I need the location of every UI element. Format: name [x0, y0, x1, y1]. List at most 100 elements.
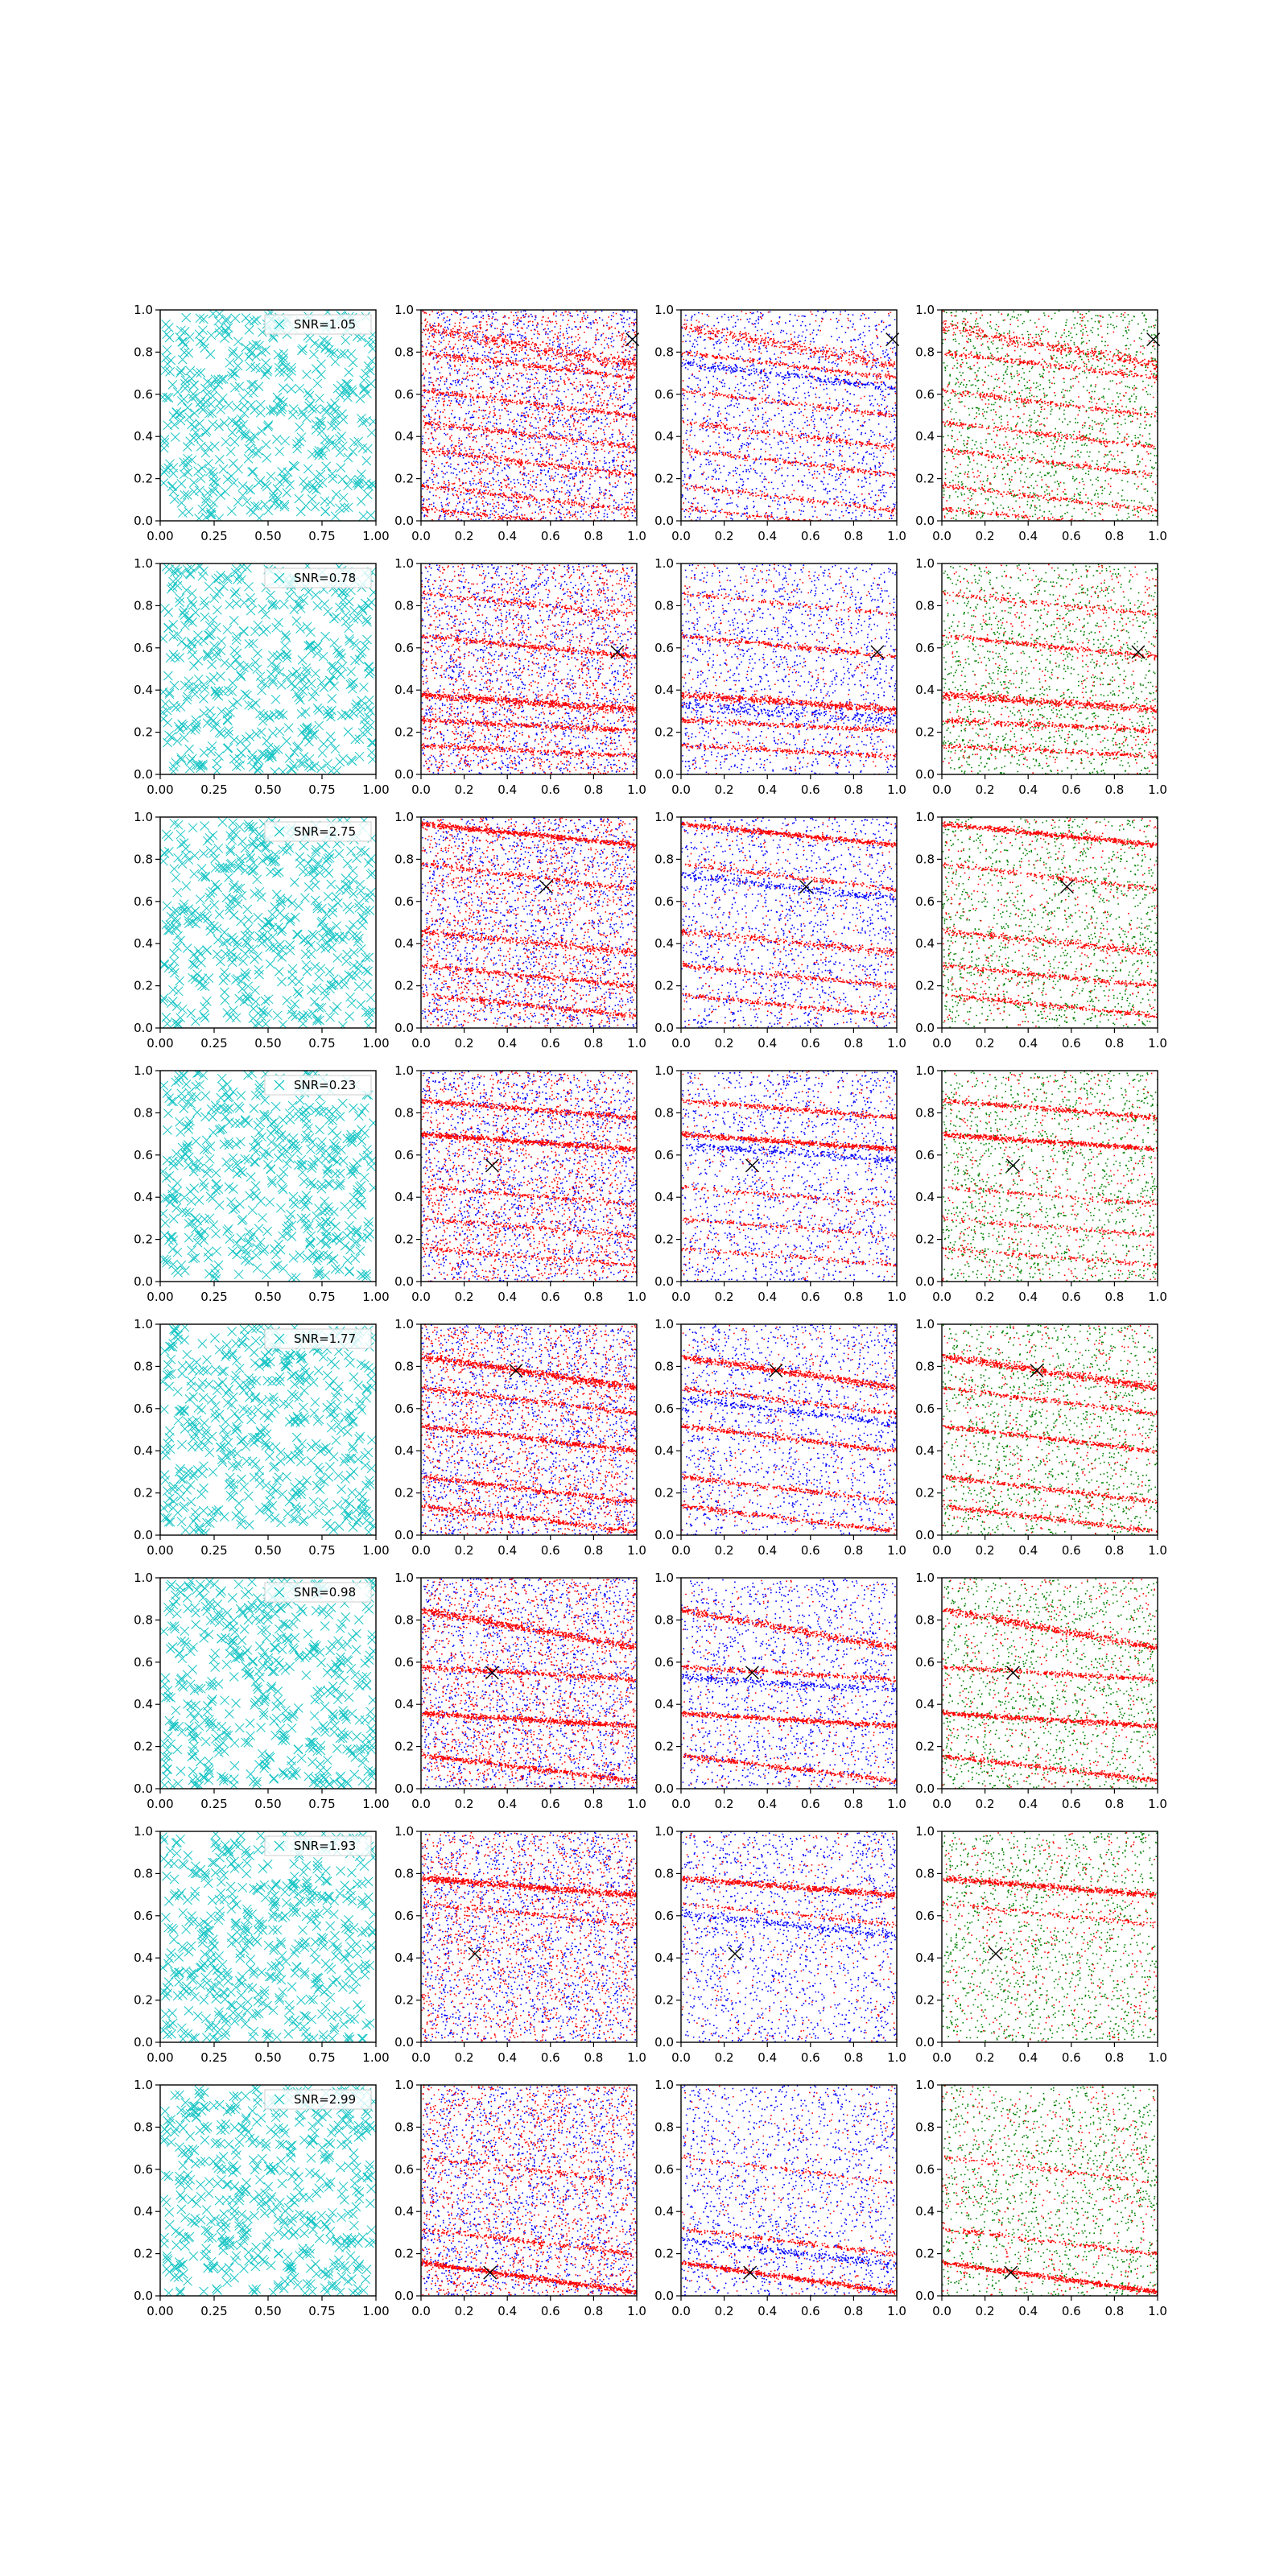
y-tick-label: 0.6 — [915, 1148, 935, 1162]
x-tick-label: 0.2 — [455, 1797, 474, 1811]
x-tick-label: 0.2 — [976, 1036, 995, 1051]
red-signal-points — [682, 2086, 898, 2297]
y-tick-label: 1.0 — [394, 1824, 414, 1839]
blue-noise-points — [681, 1324, 898, 1536]
y-tick-label: 0.2 — [915, 1740, 935, 1754]
x-tick-label: 0.4 — [1018, 529, 1038, 543]
cyan-x-markers — [159, 1068, 378, 1283]
x-tick-label: 0.0 — [411, 782, 431, 797]
streak-points — [421, 2085, 638, 2297]
panel-row1-col3: 0.0 0.2 0.4 0.6 0.8 1.00.00.20.40.60.81.0 — [654, 303, 906, 543]
y-tick-label: 0.2 — [654, 472, 674, 486]
x-tick-label: 0.75 — [308, 1543, 335, 1558]
x-tick-label: 0.8 — [1104, 782, 1124, 797]
y-tick-label: 0.0 — [654, 2035, 674, 2050]
x-tick-label: 0.4 — [1018, 1036, 1038, 1051]
y-tick-label: 0.8 — [654, 345, 674, 359]
axes-frame — [421, 2085, 637, 2296]
y-tick-label: 0.8 — [915, 1612, 935, 1627]
x-tick-label: 0.0 — [671, 1036, 691, 1051]
y-tick-label: 0.8 — [394, 345, 414, 359]
blue-noise-points — [681, 2085, 898, 2297]
x-tick-label: 1.0 — [1148, 1797, 1167, 1811]
x-tick-label: 1.0 — [627, 529, 646, 543]
y-tick-label: 0.6 — [654, 641, 674, 655]
green-noise-points — [943, 1324, 1159, 1537]
x-tick-label: 0.2 — [976, 2050, 995, 2065]
streak-points — [681, 817, 898, 1030]
x-tick-label: 0.8 — [1104, 1036, 1124, 1051]
x-tick-label: 0.2 — [455, 1543, 474, 1558]
x-tick-label: 0.25 — [200, 2050, 227, 2065]
x-tick-label: 0.6 — [541, 1797, 560, 1811]
x-tick-label: 0.8 — [584, 1543, 603, 1558]
y-tick-label: 1.0 — [654, 2078, 674, 2092]
panel-row5-col1: SNR=1.770.00 0.25 0.50 0.75 1.000.00.20.40.6… — [134, 1317, 390, 1558]
x-tick-label: 0.6 — [1062, 2304, 1081, 2318]
y-tick-label: 1.0 — [134, 1317, 153, 1331]
y-tick-label: 0.2 — [394, 2247, 414, 2261]
x-tick-label: 0.8 — [844, 1036, 863, 1051]
green-noise-points — [942, 1578, 1159, 1790]
y-tick-label: 0.8 — [915, 598, 935, 613]
x-tick-label: 0.75 — [308, 1036, 335, 1051]
cyan-x-markers — [159, 308, 378, 523]
x-tick-label: 0.2 — [455, 2050, 474, 2065]
y-tick-label: 0.8 — [134, 1866, 153, 1880]
panel-row1-col1: SNR=1.050.00 0.25 0.50 0.75 1.000.00.20.40.6… — [134, 303, 390, 543]
panel-row6-col1: SNR=0.980.00 0.25 0.50 0.75 1.000.00.20.40.6… — [134, 1571, 390, 1811]
x-tick-label: 0.8 — [584, 529, 603, 543]
panel-row4-col3: 0.0 0.2 0.4 0.6 0.8 1.00.00.20.40.60.81.0 — [654, 1063, 906, 1304]
y-tick-label: 0.4 — [394, 429, 414, 444]
y-tick-label: 0.0 — [654, 1021, 674, 1035]
y-tick-label: 0.8 — [134, 1105, 153, 1120]
x-tick-label: 1.0 — [1148, 1543, 1167, 1558]
streak-points — [421, 1324, 638, 1536]
y-tick-label: 1.0 — [134, 1571, 153, 1585]
panel-row8-col4: 0.0 0.2 0.4 0.6 0.8 1.00.00.20.40.60.81.0 — [915, 2078, 1167, 2318]
cyan-x-markers — [159, 1577, 378, 1791]
panel-row3-col3: 0.0 0.2 0.4 0.6 0.8 1.00.00.20.40.60.81.0 — [654, 810, 906, 1051]
y-tick-label: 0.6 — [654, 1402, 674, 1416]
x-tick-label: 1.00 — [362, 1797, 389, 1811]
y-tick-label: 0.0 — [394, 2289, 414, 2303]
y-tick-label: 0.0 — [134, 1781, 153, 1796]
y-tick-label: 0.6 — [394, 1402, 414, 1416]
y-tick-label: 0.6 — [394, 2162, 414, 2177]
y-tick-label: 1.0 — [915, 2078, 935, 2092]
red-signal-points — [421, 1578, 638, 1790]
x-tick-label: 0.6 — [1062, 782, 1081, 797]
y-tick-label: 0.4 — [134, 1443, 153, 1458]
x-tick-label: 0.8 — [584, 2050, 603, 2065]
x-tick-label: 0.6 — [801, 1797, 820, 1811]
x-tick-label: 0.25 — [200, 1797, 227, 1811]
x-tick-label: 0.50 — [254, 2304, 281, 2318]
x-tick-label: 0.4 — [497, 529, 517, 543]
cyan-x-scatter — [159, 1323, 378, 1538]
y-tick-label: 0.8 — [915, 1359, 935, 1373]
y-tick-label: 0.4 — [915, 1697, 935, 1711]
y-tick-label: 0.8 — [394, 1612, 414, 1627]
x-tick-label: 0.00 — [147, 2304, 173, 2318]
x-tick-label: 1.0 — [1148, 782, 1167, 797]
red-signal-points — [942, 818, 1158, 1029]
red-signal-points — [681, 311, 898, 522]
x-tick-label: 0.6 — [801, 1036, 820, 1051]
y-tick-label: 0.2 — [915, 1232, 935, 1247]
y-tick-label: 0.6 — [134, 387, 153, 402]
x-tick-label: 0.75 — [308, 529, 335, 543]
target-x-marker — [485, 1159, 498, 1172]
panel-row5-col4: 0.0 0.2 0.4 0.6 0.8 1.00.00.20.40.60.81.0 — [915, 1317, 1167, 1558]
x-tick-label: 0.4 — [497, 1036, 517, 1051]
cyan-x-markers — [159, 561, 378, 776]
y-tick-label: 0.4 — [394, 1697, 414, 1711]
x-tick-label: 0.0 — [671, 529, 691, 543]
streak-points — [681, 564, 898, 775]
y-tick-label: 0.2 — [394, 472, 414, 486]
x-tick-label: 0.2 — [976, 782, 995, 797]
y-tick-label: 0.4 — [654, 1443, 674, 1458]
legend: SNR=0.98 — [265, 1583, 371, 1602]
y-tick-label: 0.6 — [134, 1148, 153, 1162]
x-tick-label: 1.0 — [887, 1797, 906, 1811]
y-tick-label: 0.2 — [134, 1486, 153, 1501]
